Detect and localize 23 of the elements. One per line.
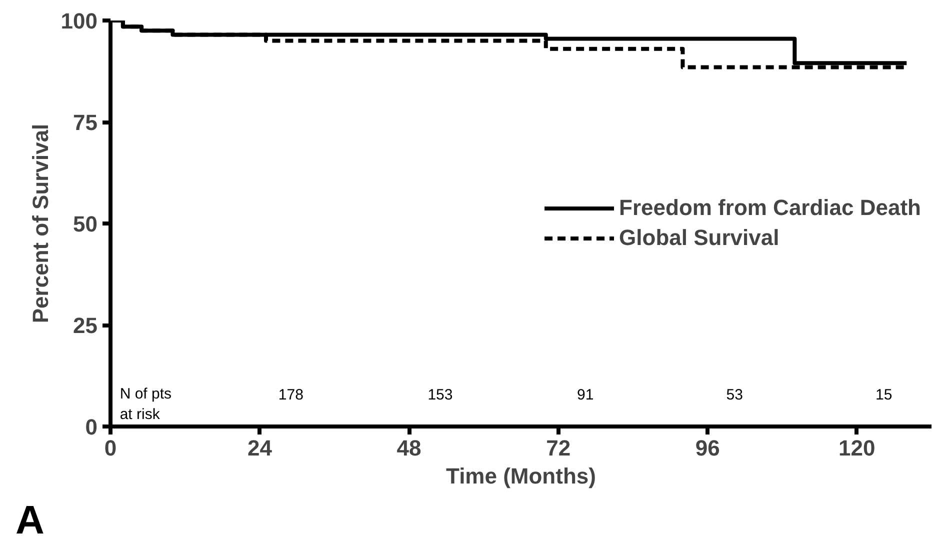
x-tick-label: 0 bbox=[104, 436, 117, 460]
legend-label: Global Survival bbox=[619, 225, 780, 251]
annotation: 91 bbox=[576, 386, 594, 404]
x-tick-label: 96 bbox=[695, 436, 720, 460]
x-tick-label: 72 bbox=[546, 436, 571, 460]
legend-label: Freedom from Cardiac Death bbox=[619, 195, 921, 221]
y-axis-title: Percent of Survival bbox=[28, 124, 53, 324]
y-tick-label: 0 bbox=[85, 414, 98, 440]
annotation: N of pts bbox=[120, 386, 172, 403]
y-tick-label: 25 bbox=[73, 313, 98, 338]
y-tick-label: 75 bbox=[73, 110, 98, 135]
x-tick-label: 24 bbox=[248, 436, 273, 460]
text: A bbox=[16, 498, 44, 542]
y-tick-label: 100 bbox=[60, 8, 98, 34]
annotation: 153 bbox=[428, 386, 453, 404]
annotation: at risk bbox=[120, 406, 160, 423]
x-tick-label: 48 bbox=[396, 436, 422, 460]
annotation: 15 bbox=[876, 386, 892, 404]
x-tick-label: 120 bbox=[838, 436, 876, 460]
annotation: 178 bbox=[278, 386, 304, 404]
x-axis-title: Time (Months) bbox=[446, 464, 596, 488]
annotation: 53 bbox=[726, 386, 743, 404]
y-tick-label: 50 bbox=[73, 212, 98, 236]
